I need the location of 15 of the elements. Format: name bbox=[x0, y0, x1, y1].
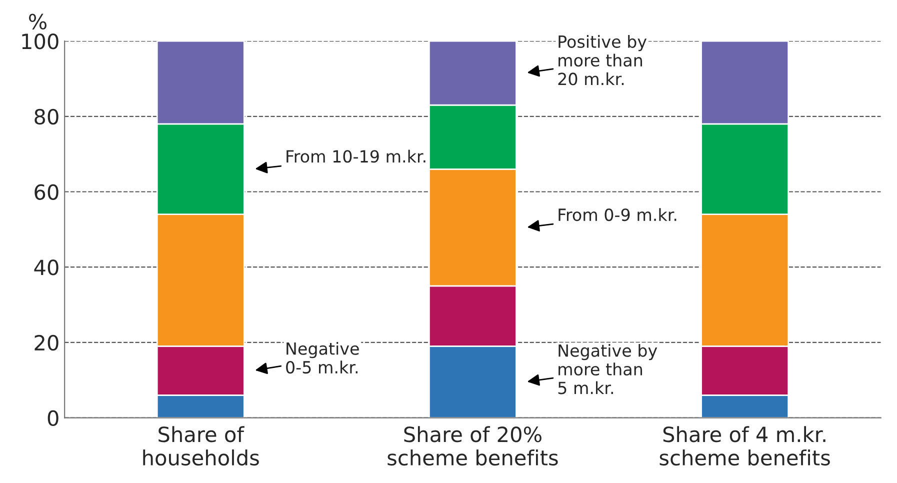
text: Negative by more than 5 m.kr. bbox=[558, 344, 658, 394]
y-tick-label: 80 bbox=[34, 108, 58, 125]
y-tick-label: 100 bbox=[22, 34, 58, 50]
y-tick-label: 20 bbox=[34, 334, 58, 351]
x-tick-label: Share of households bbox=[143, 426, 259, 466]
y-tick-label: 0 bbox=[48, 410, 58, 426]
text: Negative 0-5 m.kr. bbox=[286, 342, 359, 374]
series-label: From 0-9 m.kr. bbox=[558, 208, 676, 222]
y-axis-title: % bbox=[29, 14, 46, 30]
y-tick-label: 60 bbox=[34, 184, 58, 200]
y-tick-label: 40 bbox=[34, 260, 58, 276]
x-tick-label: Share of 20% scheme benefits bbox=[388, 426, 558, 466]
series-label: From 10-19 m.kr. bbox=[286, 150, 426, 163]
x-tick-label: Share of 4 m.kr. scheme benefits bbox=[660, 426, 830, 466]
text: Positive by more than 20 m.kr. bbox=[558, 35, 647, 86]
